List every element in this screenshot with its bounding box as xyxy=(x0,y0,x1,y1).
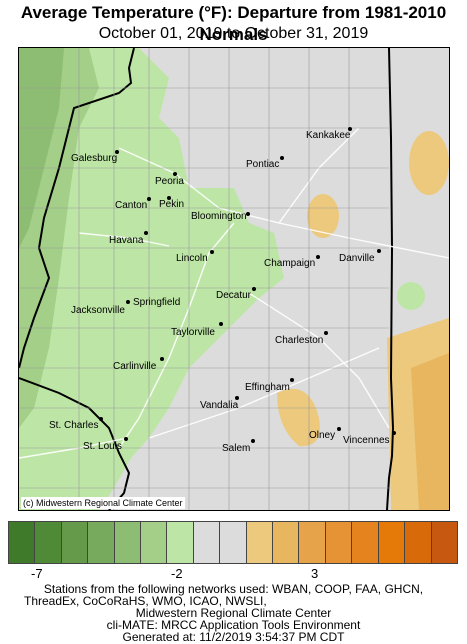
city-dot-pekin xyxy=(167,196,171,200)
legend-swatch xyxy=(430,521,458,564)
city-dot-effingham xyxy=(290,378,294,382)
city-label-effingham: Effingham xyxy=(245,382,290,393)
legend-swatch xyxy=(60,521,89,564)
legend-swatch xyxy=(8,521,36,564)
city-dot-bloomington xyxy=(246,212,250,216)
footer-line-1: Stations from the following networks use… xyxy=(43,582,424,596)
legend-swatch xyxy=(87,521,115,564)
city-label-olney: Olney xyxy=(309,430,336,441)
city-label-danville: Danville xyxy=(339,253,375,264)
city-dot-lincoln xyxy=(210,250,214,254)
footer: Stations from the following networks use… xyxy=(0,583,467,643)
city-label-champaign: Champaign xyxy=(264,258,316,269)
city-dot-st-louis xyxy=(124,437,128,441)
legend-swatch xyxy=(34,521,62,564)
city-label-taylorville: Taylorville xyxy=(171,327,215,338)
legend-tick-3: 3 xyxy=(311,566,319,581)
city-dot-carlinville xyxy=(160,357,164,361)
legend-swatch xyxy=(377,521,406,564)
city-dot-galesburg xyxy=(115,150,119,154)
city-dot-danville xyxy=(377,249,381,253)
darkest-green-region xyxy=(19,48,64,248)
city-label-springfield: Springfield xyxy=(133,297,181,308)
city-label-canton: Canton xyxy=(115,200,148,211)
city-label-havana: Havana xyxy=(109,235,144,246)
footer-line-4: cli-MATE: MRCC Application Tools Environ… xyxy=(106,618,361,632)
warm-region-southeast-core xyxy=(411,353,449,510)
city-dot-champaign xyxy=(316,255,320,259)
city-label-galesburg: Galesburg xyxy=(71,153,118,164)
city-label-bloomington: Bloomington xyxy=(191,211,247,222)
legend-swatch xyxy=(192,521,221,564)
city-label-vandalia: Vandalia xyxy=(200,400,239,411)
city-label-peoria: Peoria xyxy=(155,176,184,187)
city-label-decatur: Decatur xyxy=(216,290,252,301)
city-label-charleston: Charleston xyxy=(275,335,324,346)
legend-swatch xyxy=(404,521,432,564)
city-dot-vincennes xyxy=(392,431,396,435)
legend-tick-minus-7: -7 xyxy=(31,566,43,581)
legend-swatch xyxy=(324,521,353,564)
green-departure-region xyxy=(19,48,284,510)
city-label-pekin: Pekin xyxy=(159,199,185,210)
green-pocket xyxy=(397,282,425,310)
city-dot-canton xyxy=(147,197,151,201)
city-dot-decatur xyxy=(252,287,256,291)
city-label-lincoln: Lincoln xyxy=(176,253,208,264)
legend-swatch xyxy=(219,521,247,564)
city-label-vincennes: Vincennes xyxy=(343,435,390,446)
county-lines xyxy=(19,48,389,510)
city-dot-olney xyxy=(337,427,341,431)
city-dot-st-charles xyxy=(99,417,103,421)
temperature-departure-map: Kankakee Galesburg Pontiac Peoria Canton… xyxy=(18,47,450,511)
map-subtitle: October 01, 2019 to October 31, 2019 xyxy=(98,25,369,42)
legend-swatch xyxy=(140,521,168,564)
city-label-st-charles: St. Charles xyxy=(49,420,99,431)
legend-swatch xyxy=(298,521,326,564)
map-credit: (c) Midwestern Regional Climate Center xyxy=(21,497,185,509)
city-dot-pontiac xyxy=(280,156,284,160)
city-label-pontiac: Pontiac xyxy=(246,159,280,170)
legend-swatch xyxy=(245,521,274,564)
mississippi-river xyxy=(19,48,135,369)
warm-spot-north xyxy=(307,194,339,238)
map-title: Average Temperature (°F): Departure from… xyxy=(20,3,447,44)
city-dot-havana xyxy=(144,231,148,235)
city-dot-peoria xyxy=(173,172,177,176)
footer-line-2: ThreadEx, CoCoRaHS, WMO, ICAO, NWSLI, xyxy=(24,594,267,608)
city-label-kankakee: Kankakee xyxy=(306,130,351,141)
city-dot-springfield xyxy=(126,300,130,304)
city-label-carlinville: Carlinville xyxy=(113,361,157,372)
legend-swatch xyxy=(166,521,194,564)
city-dot-salem xyxy=(251,439,255,443)
legend-swatch xyxy=(272,521,300,564)
map-shading xyxy=(19,48,449,510)
footer-line-5: Generated at: 11/2/2019 3:54:37 PM CDT xyxy=(122,630,345,644)
city-dot-taylorville xyxy=(219,322,223,326)
city-label-salem: Salem xyxy=(222,443,251,454)
color-legend xyxy=(8,521,458,564)
city-dot-kankakee xyxy=(348,127,352,131)
city-dot-vandalia xyxy=(235,396,239,400)
legend-tick-minus-2: -2 xyxy=(171,566,183,581)
warm-spot-east xyxy=(409,131,449,195)
city-label-st-louis: St. Louis xyxy=(83,441,122,452)
footer-line-3: Midwestern Regional Climate Center xyxy=(135,606,332,620)
legend-swatch xyxy=(113,521,142,564)
city-dot-charleston xyxy=(324,331,328,335)
legend-swatch xyxy=(351,521,379,564)
indiana-border xyxy=(386,48,395,510)
city-label-jacksonville: Jacksonville xyxy=(71,305,125,316)
